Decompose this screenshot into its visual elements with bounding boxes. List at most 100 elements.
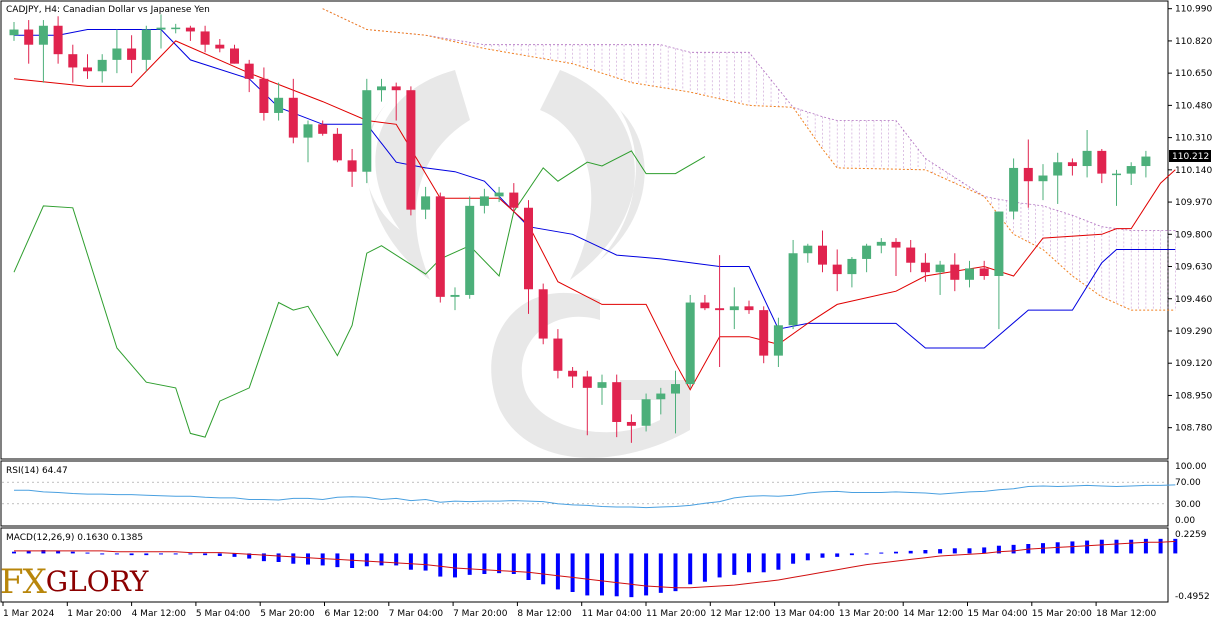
y-tick-label: 108.780 — [1175, 424, 1212, 434]
y-tick-label: 110.140 — [1175, 166, 1212, 176]
candle — [171, 23, 181, 34]
macd-histogram-bar — [894, 551, 898, 554]
candle — [318, 120, 328, 136]
macd-histogram-bar — [497, 553, 502, 574]
macd-histogram-bar — [776, 553, 781, 570]
candle-body — [759, 310, 769, 356]
x-tick-label: 13 Mar 04:00 — [775, 609, 835, 619]
macd-histogram-bar — [394, 553, 399, 566]
candle-body — [347, 160, 357, 172]
candle — [847, 257, 857, 288]
macd-histogram-bar — [658, 553, 663, 593]
candle-body — [729, 306, 739, 311]
candle — [288, 78, 298, 144]
logo-fx-text: FX — [0, 562, 47, 602]
candle — [259, 67, 269, 121]
candle — [112, 29, 122, 74]
candle — [582, 370, 592, 436]
candle — [465, 196, 475, 299]
x-tick-label: 5 Mar 20:00 — [260, 609, 315, 619]
candle-body — [465, 205, 475, 295]
macd-histogram-bar — [261, 553, 266, 562]
candle — [185, 25, 195, 41]
candle-body — [53, 25, 63, 55]
candle — [479, 188, 489, 214]
candle — [377, 78, 386, 102]
x-tick-label: 6 Mar 12:00 — [325, 609, 380, 619]
candle-body — [715, 308, 725, 311]
senkou-span-b — [322, 8, 1176, 311]
candle — [1112, 169, 1121, 206]
candle — [656, 387, 666, 415]
candle — [553, 329, 563, 379]
candle — [538, 283, 548, 345]
macd-histogram-bar — [1173, 538, 1178, 554]
candle-body — [1023, 167, 1033, 182]
kijun-sen — [14, 29, 1176, 349]
candle-body — [141, 29, 151, 60]
y-tick-label: 110.820 — [1175, 37, 1212, 47]
candle — [509, 183, 519, 212]
candle-body — [935, 264, 945, 273]
macd-panel-frame — [0, 527, 1169, 603]
macd-histogram-bar — [188, 553, 193, 555]
macd-histogram-bar — [967, 548, 972, 554]
macd-histogram-bar — [747, 553, 751, 573]
candle — [274, 82, 284, 121]
macd-histogram-bar — [908, 550, 913, 554]
candle — [568, 367, 578, 388]
macd-histogram-bar — [276, 553, 281, 562]
macd-histogram-bar — [952, 548, 957, 554]
candle-body — [597, 382, 607, 388]
candle-body — [847, 258, 857, 275]
candle — [935, 260, 945, 295]
candle — [524, 200, 533, 314]
candle — [24, 20, 34, 64]
candle-body — [83, 67, 92, 72]
candle-body — [24, 29, 34, 45]
candle-body — [185, 27, 195, 32]
rsi-y-tick-label: 30.00 — [1175, 500, 1201, 510]
candle — [891, 238, 901, 276]
candle-body — [156, 27, 166, 30]
x-tick-label: 11 Mar 04:00 — [582, 609, 642, 619]
candle — [435, 192, 445, 303]
candle — [700, 294, 710, 311]
candle-body — [685, 302, 695, 385]
macd-histogram-bar — [996, 545, 1001, 554]
rsi-panel-frame — [0, 460, 1169, 527]
fxglory-logo: FX GLORY — [0, 562, 150, 602]
macd-histogram-bar — [306, 553, 310, 565]
candle-body — [671, 384, 680, 394]
macd-histogram-bar — [1158, 538, 1163, 554]
macd-histogram-bar — [805, 553, 810, 561]
candle-body — [891, 241, 901, 248]
candle — [97, 54, 107, 83]
macd-histogram-bar — [467, 553, 472, 575]
candle-body — [524, 207, 533, 290]
candle — [1082, 130, 1092, 178]
candle-body — [700, 302, 710, 309]
candle-body — [97, 59, 107, 72]
macd-histogram-bar — [1085, 540, 1090, 554]
y-tick-label: 109.120 — [1175, 359, 1212, 369]
candle — [729, 287, 739, 330]
candle-body — [818, 245, 827, 265]
candle-body — [494, 192, 504, 197]
candle-body — [1038, 175, 1048, 182]
candle-body — [215, 44, 225, 49]
candle-body — [1067, 162, 1077, 167]
candle — [303, 120, 313, 163]
macd-chart — [12, 538, 1178, 598]
macd-histogram-bar — [26, 550, 31, 554]
main-panel-frame — [0, 0, 1169, 460]
candle-body — [862, 245, 872, 259]
candle-body — [318, 124, 328, 134]
y-tick-label: 110.310 — [1175, 134, 1212, 144]
x-tick-label: 12 Mar 12:00 — [710, 609, 770, 619]
macd-histogram-bar — [335, 553, 340, 568]
macd-histogram-bar — [12, 551, 16, 554]
macd-histogram-bar — [203, 553, 208, 556]
macd-histogram-bar — [100, 553, 105, 555]
